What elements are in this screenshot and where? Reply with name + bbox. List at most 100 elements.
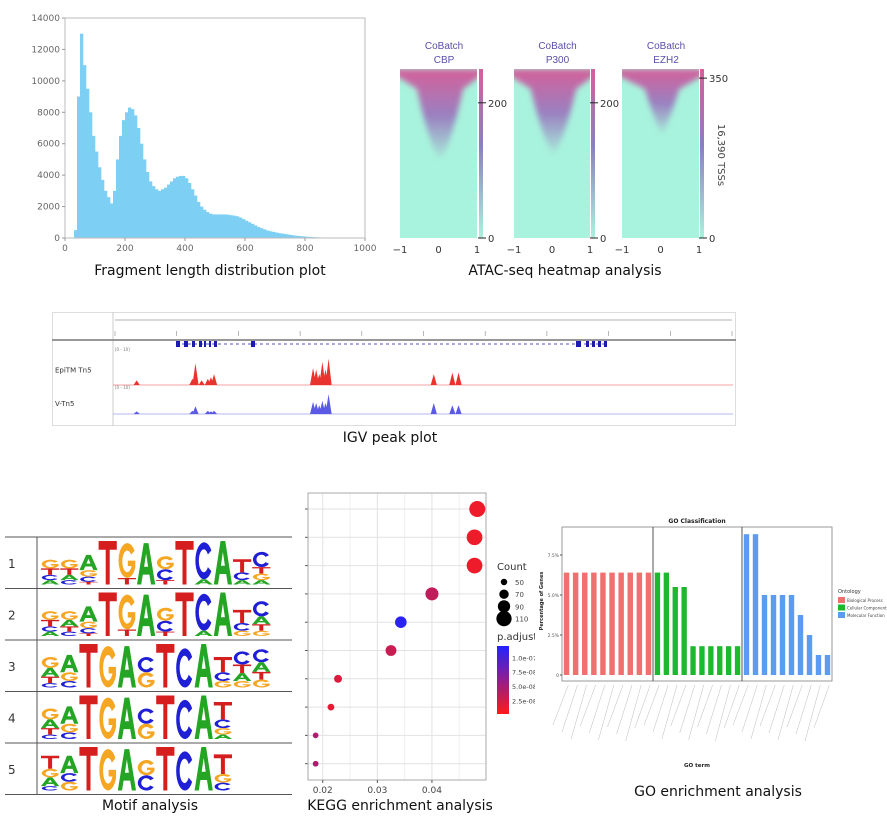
y-tick-label: 2.5%	[548, 633, 560, 639]
motif-letter-T	[233, 609, 252, 623]
motif-letter-T	[41, 755, 60, 769]
motif-letter-T	[79, 644, 98, 688]
gene-exon	[251, 341, 255, 347]
kegg-point	[466, 529, 483, 546]
go-bar	[672, 587, 678, 675]
histogram-bar	[131, 109, 135, 239]
y-tick-label: 5.0%	[548, 593, 560, 599]
motif-letter-C	[252, 551, 269, 568]
go-bar	[743, 534, 750, 675]
histogram-bar	[272, 231, 276, 238]
go-bar	[563, 572, 570, 675]
panel-title: CoBatch	[538, 41, 576, 52]
y-axis-label: Percentage of Genes	[539, 572, 545, 631]
histogram-bar	[296, 235, 300, 238]
motif-letter-T	[60, 568, 79, 575]
histogram-bar	[188, 183, 192, 238]
motif-letter-G	[156, 556, 174, 570]
gene-exon	[204, 341, 206, 347]
kegg-dotplot: 0.02 0.03 0.04 Count 50 70 90 110 p.adjust 1.0e-0…	[305, 492, 535, 796]
motif-letter-C	[156, 620, 173, 632]
caption-fragment: Fragment length distribution plot	[94, 263, 326, 279]
histogram-bar	[77, 96, 81, 238]
legend-color-label: 2.5e-08	[512, 697, 535, 705]
histogram-bar	[158, 190, 162, 238]
histogram-bar	[245, 220, 249, 238]
kegg-point	[334, 674, 342, 683]
motif-letter-A	[60, 574, 79, 581]
histogram-bar	[143, 159, 147, 238]
motif-letter-A	[137, 594, 156, 636]
signal-peak	[455, 405, 462, 414]
motif-letter-A	[194, 579, 213, 585]
histogram-bar	[167, 184, 171, 238]
go-term-label-placeholder	[616, 684, 633, 735]
motif-letter-G	[137, 723, 155, 739]
track-label: EpiTM Tn5	[55, 367, 92, 375]
motif-letter-A	[233, 673, 252, 681]
signal-peak	[198, 380, 205, 385]
go-bar	[627, 572, 633, 675]
go-term-label-placeholder	[670, 684, 687, 727]
histogram-bar	[287, 234, 291, 238]
signal-peak	[210, 410, 218, 414]
motif-letter-G	[252, 679, 270, 688]
motif-letter-T	[41, 676, 60, 684]
colorbar-tick-label: 0	[709, 234, 715, 245]
kegg-point	[312, 760, 319, 767]
motif-letter-T	[156, 580, 175, 585]
caption-heatmap: ATAC-seq heatmap analysis	[468, 263, 662, 279]
x-tick-label: −1	[507, 245, 522, 256]
plot-frame	[561, 526, 833, 682]
legend-colorbar	[497, 646, 509, 714]
signal-peak	[133, 380, 140, 385]
motif-row-3: 3	[5, 644, 292, 692]
motif-letter-A	[41, 631, 60, 636]
motif-letter-T	[117, 577, 136, 585]
motif-letter-C	[233, 622, 250, 631]
go-term-label-placeholder	[759, 684, 776, 727]
motif-letter-T	[98, 541, 117, 585]
histogram-bar	[83, 65, 87, 239]
colorbar	[700, 69, 704, 238]
x-tick-label: 0.04	[422, 786, 442, 796]
panel-title: EZH2	[653, 55, 679, 66]
signal-peak	[430, 374, 437, 385]
histogram-bar	[299, 236, 303, 238]
motif-letter-G	[60, 723, 78, 733]
go-term-label-placeholder	[697, 684, 713, 728]
histogram-bar	[140, 143, 144, 238]
go-bar	[761, 595, 768, 675]
motif-letter-T	[213, 657, 232, 673]
legend-size-swatch	[496, 610, 512, 627]
motif-letter-G	[233, 680, 251, 688]
motif-letter-T	[156, 695, 175, 739]
track-range: [0 - 10]	[115, 385, 130, 390]
motif-letter-C	[137, 708, 154, 724]
signal-peak	[449, 372, 456, 385]
histogram-bar	[89, 112, 93, 238]
colorbar-tick-label: 200	[600, 99, 619, 110]
histogram-bar	[182, 175, 186, 238]
motif-letter-C	[137, 657, 154, 673]
go-bar	[645, 572, 652, 675]
x-tick-label: 0.02	[313, 786, 333, 796]
motif-letter-G	[60, 672, 78, 681]
heatmap-signal	[622, 69, 699, 137]
y-tick-label: 0	[54, 234, 60, 244]
histogram-bar	[128, 107, 132, 238]
motif-letter-T	[41, 568, 60, 575]
motif-letter-T	[252, 671, 271, 680]
go-term-label-placeholder	[723, 684, 740, 729]
motif-row-2: 2	[5, 592, 292, 641]
go-term-label-placeholder	[786, 684, 803, 728]
go-term-label-placeholder	[634, 684, 651, 729]
go-bar	[788, 595, 795, 675]
motif-letter-C	[214, 782, 231, 791]
motif-letter-T	[41, 619, 60, 627]
motif-letter-A	[79, 554, 98, 571]
y-tick-label: 0	[556, 673, 559, 679]
motif-letter-G	[99, 697, 117, 739]
